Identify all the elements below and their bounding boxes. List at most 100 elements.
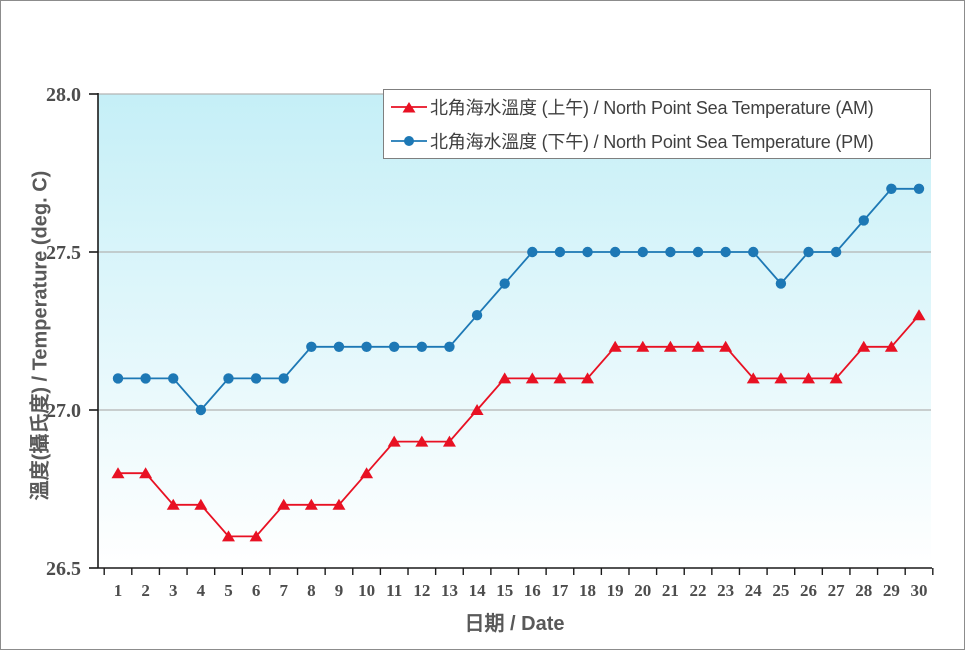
am-triangle-marker-icon [391,102,427,113]
data-point-pm [195,404,207,416]
data-point-am [884,340,898,352]
data-point-am [553,372,567,384]
x-tick-label: 15 [496,581,513,600]
data-point-pm [168,373,179,384]
data-point-am [746,372,760,384]
data-point-am [912,309,926,321]
data-point-pm [140,373,151,384]
x-tick-label: 26 [800,581,817,600]
x-tick-label: 8 [307,581,316,600]
data-point-pm [554,246,566,258]
data-point-am [139,467,153,479]
data-point-pm [665,246,676,258]
y-axis-title: 溫度(攝氏度) / Temperature (deg. C) [29,170,52,501]
data-point-pm [803,246,814,258]
legend-label-pm: 北角海水溫度 (下午) / North Point Sea Temperatur… [430,132,874,152]
x-tick-label: 1 [114,581,123,600]
data-point-pm [389,341,400,352]
x-tick-label: 22 [690,581,707,600]
x-tick-label: 5 [224,581,233,600]
y-tick-label: 27.5 [46,242,81,264]
data-point-pm [830,246,842,258]
x-tick-label: 6 [252,581,261,600]
data-point-am [304,498,318,510]
x-tick-label: 25 [772,581,789,600]
x-tick-label: 29 [883,581,900,600]
data-point-pm [886,183,897,194]
data-point-pm [582,246,593,258]
data-point-am [360,467,374,479]
legend: 北角海水溫度 (上午) / North Point Sea Temperatur… [383,89,931,159]
x-axis-title: 日期 / Date [464,613,565,635]
y-tick-label: 27.0 [46,400,81,422]
x-tick-label: 11 [386,581,402,600]
data-point-am [442,435,456,447]
data-point-pm [637,246,648,258]
data-point-pm [471,310,483,321]
data-point-am [608,340,622,352]
legend-item-pm: 北角海水溫度 (下午) / North Point Sea Temperatur… [384,124,930,158]
data-point-pm [250,373,262,384]
x-tick-label: 17 [551,581,569,600]
x-tick-label: 19 [607,581,624,600]
data-point-pm [444,341,455,352]
data-point-pm [112,373,124,384]
y-tick-label: 28.0 [46,84,81,106]
legend-item-am: 北角海水溫度 (上午) / North Point Sea Temperatur… [384,90,930,124]
y-tick-label: 26.5 [46,558,81,580]
data-point-am [829,372,843,384]
data-point-am [636,340,650,352]
data-point-pm [720,246,731,258]
data-point-pm [527,246,538,258]
x-tick-label: 27 [828,581,846,600]
data-point-pm [913,183,925,194]
data-point-am [415,435,429,447]
x-tick-label: 10 [358,581,375,600]
data-point-pm [775,278,787,289]
x-tick-label: 9 [335,581,344,600]
data-point-pm [333,341,345,352]
x-tick-label: 2 [141,581,150,600]
data-point-am [774,372,788,384]
data-point-am [498,372,512,384]
plot-area [98,94,931,568]
data-point-pm [748,246,759,258]
data-point-am [194,498,208,510]
x-tick-label: 18 [579,581,596,600]
x-tick-label: 13 [441,581,458,600]
data-point-pm [499,278,510,289]
legend-label-am: 北角海水溫度 (上午) / North Point Sea Temperatur… [430,98,874,118]
data-point-am [663,340,677,352]
series-line-am [118,314,920,538]
pm-circle-marker-icon [391,136,427,146]
data-point-am [387,435,401,447]
data-point-am [332,498,346,510]
data-point-am [111,467,125,479]
x-tick-label: 30 [911,581,928,600]
data-point-pm [692,246,704,258]
x-tick-label: 16 [524,581,541,600]
data-point-am [221,530,235,542]
x-tick-label: 14 [469,581,487,600]
x-tick-label: 24 [745,581,763,600]
x-tick-label: 12 [413,581,430,600]
data-point-am [249,530,263,542]
x-tick-label: 4 [197,581,206,600]
x-tick-label: 28 [855,581,872,600]
x-tick-label: 21 [662,581,679,600]
x-tick-label: 23 [717,581,734,600]
data-point-pm [278,373,289,384]
data-point-pm [416,341,428,352]
data-point-pm [361,341,372,352]
data-point-pm [609,246,621,258]
data-point-am [525,372,539,384]
data-point-am [691,340,705,352]
data-point-pm [306,341,317,352]
x-tick-label: 20 [634,581,651,600]
data-point-am [581,372,595,384]
data-point-am [277,498,291,510]
data-point-pm [223,373,234,384]
data-point-am [166,498,180,510]
data-point-am [802,372,816,384]
